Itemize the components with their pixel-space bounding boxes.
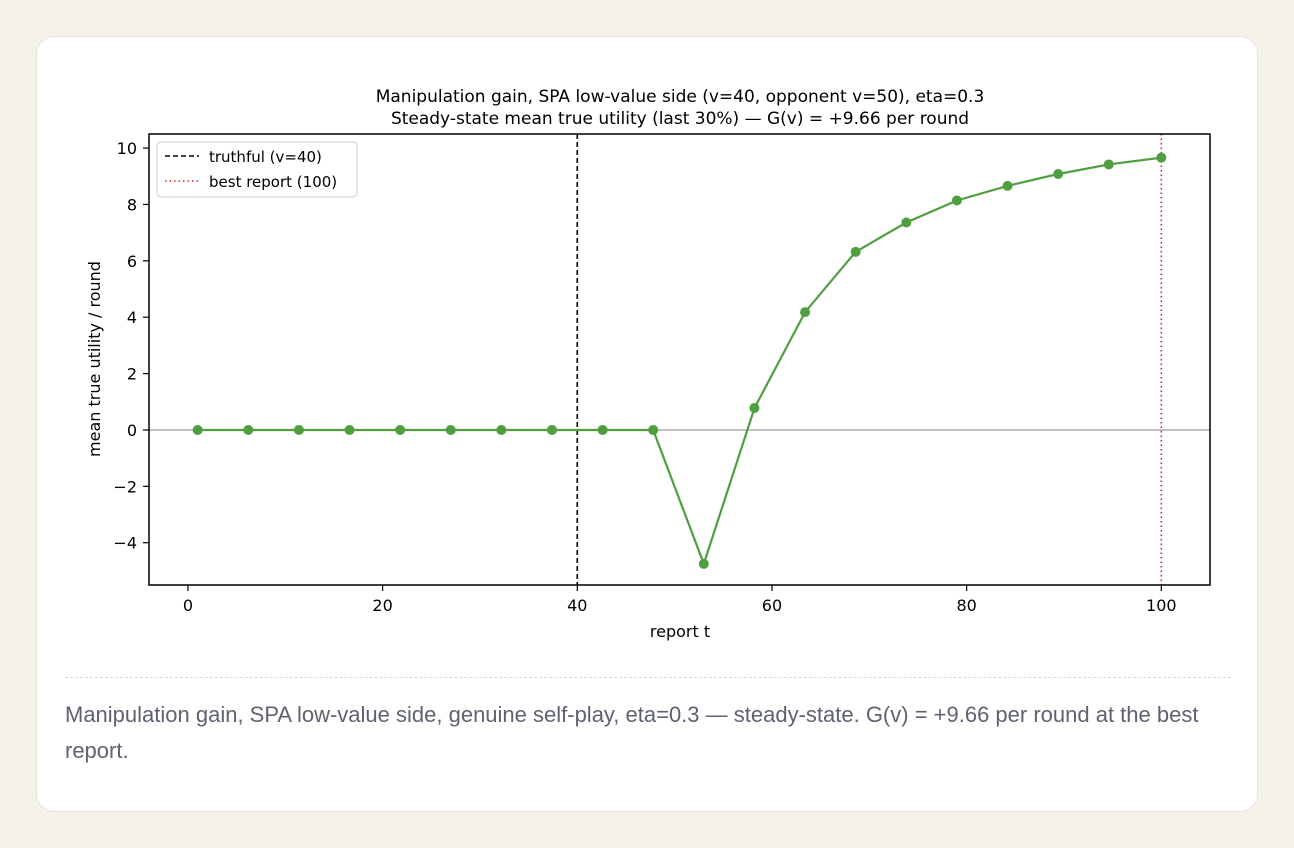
legend: truthful (v=40) best report (100) — [156, 141, 358, 198]
y-tick-label: −2 — [113, 477, 137, 496]
data-point — [293, 424, 304, 435]
x-tick-label: 60 — [762, 596, 782, 615]
y-axis-label: mean true utility / round — [85, 261, 104, 457]
x-tick-label: 40 — [567, 596, 587, 615]
y-tick-label: 6 — [127, 252, 137, 271]
figure-card: Manipulation gain, SPA low-value side (v… — [36, 36, 1258, 812]
chart: Manipulation gain, SPA low-value side (v… — [85, 87, 1211, 641]
data-point — [698, 558, 709, 569]
series-line — [197, 156, 1162, 568]
data-point — [344, 424, 355, 435]
data-point — [800, 307, 811, 318]
data-point — [901, 217, 912, 228]
data-point — [1103, 159, 1114, 170]
x-axis-label: report t — [650, 622, 710, 641]
data-point — [496, 424, 507, 435]
data-point — [395, 424, 406, 435]
legend-best-report-label: best report (100) — [209, 173, 337, 191]
data-point — [243, 424, 254, 435]
data-point — [546, 424, 557, 435]
chart-title: Manipulation gain, SPA low-value side (v… — [376, 87, 985, 107]
y-tick-label: 8 — [127, 195, 137, 214]
legend-truthful-label: truthful (v=40) — [209, 148, 322, 166]
data-point — [648, 424, 659, 435]
data-point — [1002, 180, 1013, 191]
chart-subtitle: Steady-state mean true utility (last 30%… — [391, 109, 969, 129]
data-point — [951, 195, 962, 206]
y-tick-label: 0 — [127, 421, 137, 440]
x-tick-label: 20 — [372, 596, 392, 615]
data-point — [850, 246, 861, 257]
figure-caption: Manipulation gain, SPA low-value side, g… — [65, 702, 1199, 763]
data-point — [445, 424, 456, 435]
y-tick-label: 4 — [127, 308, 137, 327]
y-tick-label: 2 — [127, 365, 137, 384]
y-tick-label: −4 — [113, 534, 137, 553]
data-point — [1053, 169, 1064, 180]
data-point — [1156, 152, 1167, 163]
data-point — [192, 424, 203, 435]
caption-divider — [65, 677, 1231, 678]
data-point — [749, 402, 760, 413]
x-tick-label: 100 — [1146, 596, 1177, 615]
y-tick-label: 10 — [117, 139, 137, 158]
plot-frame — [148, 133, 1211, 586]
x-tick-label: 80 — [956, 596, 976, 615]
x-tick-label: 0 — [183, 596, 193, 615]
data-point — [597, 424, 608, 435]
